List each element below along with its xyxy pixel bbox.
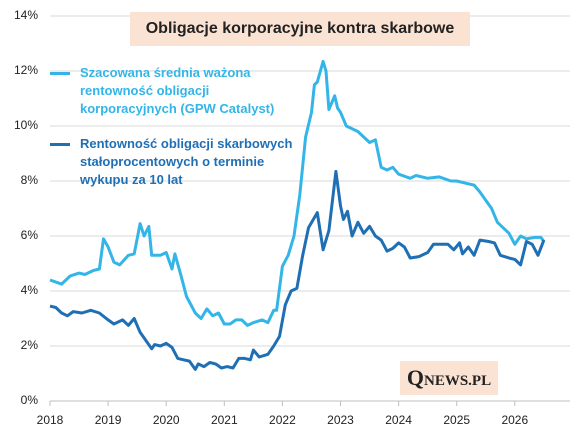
x-tick-label: 2019 xyxy=(95,413,122,427)
legend-entry: Szacowana średnia ważona rentowność obli… xyxy=(80,65,275,116)
y-tick-label: 6% xyxy=(21,228,39,242)
y-tick-label: 12% xyxy=(14,63,38,77)
x-tick-label: 2022 xyxy=(269,413,296,427)
legend-swatch xyxy=(50,72,70,75)
y-tick-label: 2% xyxy=(21,338,39,352)
chart-title: Obligacje korporacyjne kontra skarbowe xyxy=(130,12,470,46)
series-line xyxy=(49,59,546,327)
x-tick-label: 2020 xyxy=(153,413,180,427)
y-tick-label: 8% xyxy=(21,173,39,187)
logo-initial: Q xyxy=(406,365,424,390)
x-tick-label: 2023 xyxy=(327,413,354,427)
x-tick-label: 2026 xyxy=(501,413,528,427)
x-tick-label: 2021 xyxy=(211,413,238,427)
x-tick-label: 2024 xyxy=(385,413,412,427)
logo-text: NEWS.PL xyxy=(424,373,492,389)
y-tick-label: 4% xyxy=(21,283,39,297)
legend-entry: Rentowność obligacji skarbowych stałopro… xyxy=(80,136,293,187)
x-tick-label: 2025 xyxy=(443,413,470,427)
y-tick-label: 10% xyxy=(14,118,38,132)
y-tick-label: 14% xyxy=(14,8,38,22)
legend-swatch xyxy=(50,143,70,146)
y-tick-label: 0% xyxy=(21,393,39,407)
logo: Q NEWS.PL xyxy=(400,361,498,395)
x-tick-label: 2018 xyxy=(37,413,64,427)
series-line xyxy=(49,169,546,371)
